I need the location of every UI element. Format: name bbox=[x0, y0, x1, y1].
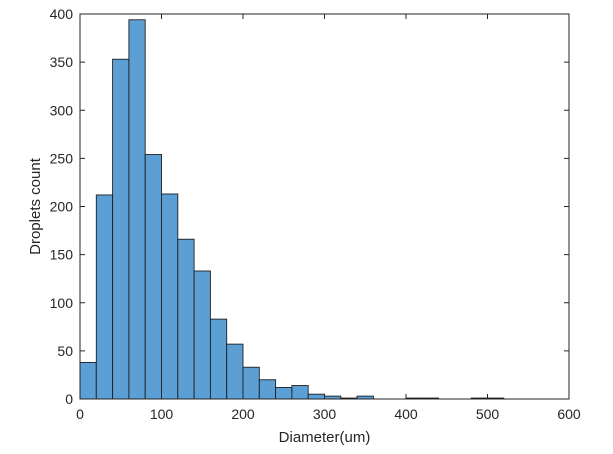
histogram-bar bbox=[258, 379, 277, 400]
histogram-bar bbox=[242, 366, 260, 400]
y-axis-ticks: 0 50 100 150 200 250 300 350 400 bbox=[50, 6, 569, 407]
x-tick-label: 500 bbox=[476, 406, 500, 422]
y-tick-label: 0 bbox=[65, 391, 73, 407]
x-axis-ticks: 0 100 200 300 400 500 600 bbox=[76, 14, 581, 422]
histogram-bar bbox=[193, 270, 211, 400]
histogram-bar bbox=[161, 193, 179, 400]
x-tick-label: 200 bbox=[231, 406, 255, 422]
y-tick-label: 50 bbox=[57, 343, 73, 359]
x-tick-label: 100 bbox=[150, 406, 174, 422]
histogram-bar bbox=[128, 19, 146, 400]
histogram-bar bbox=[144, 154, 162, 400]
y-tick-label: 100 bbox=[50, 295, 74, 311]
histogram-bars bbox=[79, 19, 505, 400]
histogram-bar bbox=[307, 393, 325, 400]
x-tick-label: 600 bbox=[557, 406, 581, 422]
y-tick-label: 250 bbox=[50, 150, 74, 166]
x-tick-label: 300 bbox=[313, 406, 337, 422]
y-tick-label: 150 bbox=[50, 247, 74, 263]
histogram-bar bbox=[95, 194, 114, 400]
y-tick-label: 350 bbox=[50, 54, 74, 70]
y-tick-label: 300 bbox=[50, 102, 74, 118]
y-axis-label: Droplets count bbox=[27, 157, 44, 255]
histogram-bar bbox=[275, 387, 293, 400]
y-tick-label: 200 bbox=[50, 199, 74, 215]
histogram-bar bbox=[177, 238, 195, 400]
x-tick-label: 400 bbox=[394, 406, 418, 422]
x-axis-label: Diameter(um) bbox=[279, 429, 371, 446]
histogram-bar bbox=[209, 318, 228, 400]
y-tick-label: 400 bbox=[50, 6, 74, 22]
histogram-bar bbox=[79, 361, 97, 400]
x-tick-label: 0 bbox=[76, 406, 84, 422]
histogram-bar bbox=[291, 385, 309, 400]
histogram-bar bbox=[226, 343, 244, 400]
histogram-bar bbox=[112, 58, 130, 400]
